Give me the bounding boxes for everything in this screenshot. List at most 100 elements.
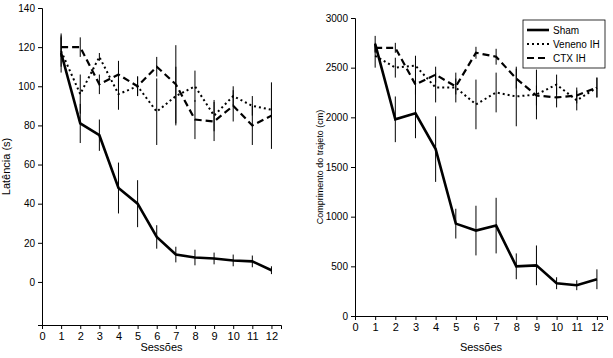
x-tick-mark	[252, 325, 253, 329]
x-tick: 10	[551, 316, 563, 333]
error-bar	[61, 33, 62, 72]
x-tick: 2	[78, 325, 84, 342]
x-axis: 0123456789101112	[39, 325, 281, 342]
y-tick: 0	[342, 311, 355, 322]
x-tick: 0	[39, 325, 45, 342]
y-tick: 20	[24, 238, 42, 249]
x-tick-mark	[456, 316, 457, 320]
series	[375, 44, 597, 129]
x-tick-mark	[233, 325, 234, 329]
y-tick-label: 2000	[326, 112, 349, 123]
y-tick: 40	[24, 198, 42, 209]
x-tick: 0	[352, 316, 358, 333]
legend: Sham Veneno IH CTX IH	[523, 20, 605, 68]
x-tick-mark	[476, 316, 477, 320]
x-tick: 1	[373, 316, 379, 333]
x-tick: 11	[247, 325, 258, 342]
x-tick-label: 3	[97, 330, 103, 342]
x-tick-label: 9	[534, 321, 540, 333]
x-tick: 4	[116, 325, 122, 342]
x-tick-mark	[557, 316, 558, 320]
x-tick-label: 6	[473, 321, 479, 333]
legend-label: Sham	[553, 25, 579, 36]
x-tick: 9	[534, 316, 540, 333]
x-tick-mark	[577, 316, 578, 320]
error-bar	[395, 58, 396, 78]
error-bar	[80, 37, 81, 57]
y-tick-label: 0	[342, 311, 348, 322]
x-tick-label: 1	[373, 321, 379, 333]
error-bar	[415, 56, 416, 76]
x-tick-label: 3	[413, 321, 419, 333]
x-tick-mark	[516, 316, 517, 320]
series	[61, 37, 271, 149]
x-tick-label: 8	[514, 321, 520, 333]
x-tick-label: 11	[247, 330, 258, 342]
error-bar	[395, 43, 396, 53]
x-tick-mark	[80, 325, 81, 329]
x-axis-title: Sessões	[460, 341, 503, 353]
x-tick-label: 12	[591, 321, 603, 333]
panel: 0123456789101112050010001500200025003000…	[315, 13, 608, 353]
x-tick: 10	[228, 325, 240, 342]
y-tick-label: 3000	[326, 13, 349, 24]
y-tick-mark	[38, 282, 42, 283]
line	[375, 48, 597, 98]
x-tick-label: 11	[572, 321, 583, 333]
x-tick-mark	[597, 316, 598, 320]
y-tick-mark	[351, 117, 355, 118]
y-tick-label: 500	[331, 261, 348, 272]
error-bar	[516, 69, 517, 89]
x-tick: 6	[154, 325, 160, 342]
legend-label: Veneno IH	[553, 39, 600, 50]
x-tick-mark	[176, 325, 177, 329]
error-bar	[496, 73, 497, 113]
y-tick: 100	[18, 81, 42, 92]
y-axis-title: Latência (s)	[0, 138, 12, 195]
y-tick-label: 2500	[326, 62, 349, 73]
x-tick-mark	[536, 316, 537, 320]
x-tick-label: 2	[393, 321, 399, 333]
x-axis-line	[356, 317, 608, 321]
legend-swatch	[527, 29, 549, 32]
y-tick-label: 1500	[326, 162, 349, 173]
x-tick-mark	[99, 325, 100, 329]
y-tick: 1000	[326, 211, 355, 222]
y-tick: 500	[331, 261, 355, 272]
series	[61, 33, 271, 274]
x-tick-mark	[214, 325, 215, 329]
x-tick-label: 0	[39, 330, 45, 342]
y-tick: 140	[18, 3, 42, 14]
x-tick-mark	[118, 325, 119, 329]
x-tick-mark	[138, 325, 139, 329]
x-tick: 12	[266, 325, 278, 342]
x-tick: 5	[453, 316, 459, 333]
legend-label: CTX IH	[553, 53, 586, 64]
y-tick-mark	[351, 316, 355, 317]
x-tick: 11	[572, 316, 583, 333]
y-tick-label: 120	[18, 42, 35, 53]
y-tick-mark	[38, 125, 42, 126]
x-tick-mark	[157, 325, 158, 329]
y-tick: 3000	[326, 13, 355, 24]
x-tick: 3	[413, 316, 419, 333]
x-tick-label: 5	[453, 321, 459, 333]
x-tick-label: 1	[59, 330, 65, 342]
y-axis-title: Comprimento do trajeto (cm)	[315, 110, 325, 225]
x-axis: 0123456789101112	[352, 316, 607, 333]
y-tick-mark	[38, 243, 42, 244]
x-tick: 8	[192, 325, 198, 342]
y-axis-line	[38, 9, 43, 326]
x-tick: 3	[97, 325, 103, 342]
y-tick: 2500	[326, 62, 355, 73]
y-tick-label: 20	[24, 238, 36, 249]
y-tick: 80	[24, 120, 42, 131]
y-tick: 2000	[326, 112, 355, 123]
x-tick: 5	[135, 325, 141, 342]
error-bar	[194, 71, 195, 102]
error-bar	[156, 78, 157, 145]
x-tick-label: 7	[173, 330, 179, 342]
y-axis: 0 500 1000 1500 2000 2500 3000	[326, 13, 356, 322]
series	[375, 43, 597, 108]
x-tick: 8	[514, 316, 520, 333]
